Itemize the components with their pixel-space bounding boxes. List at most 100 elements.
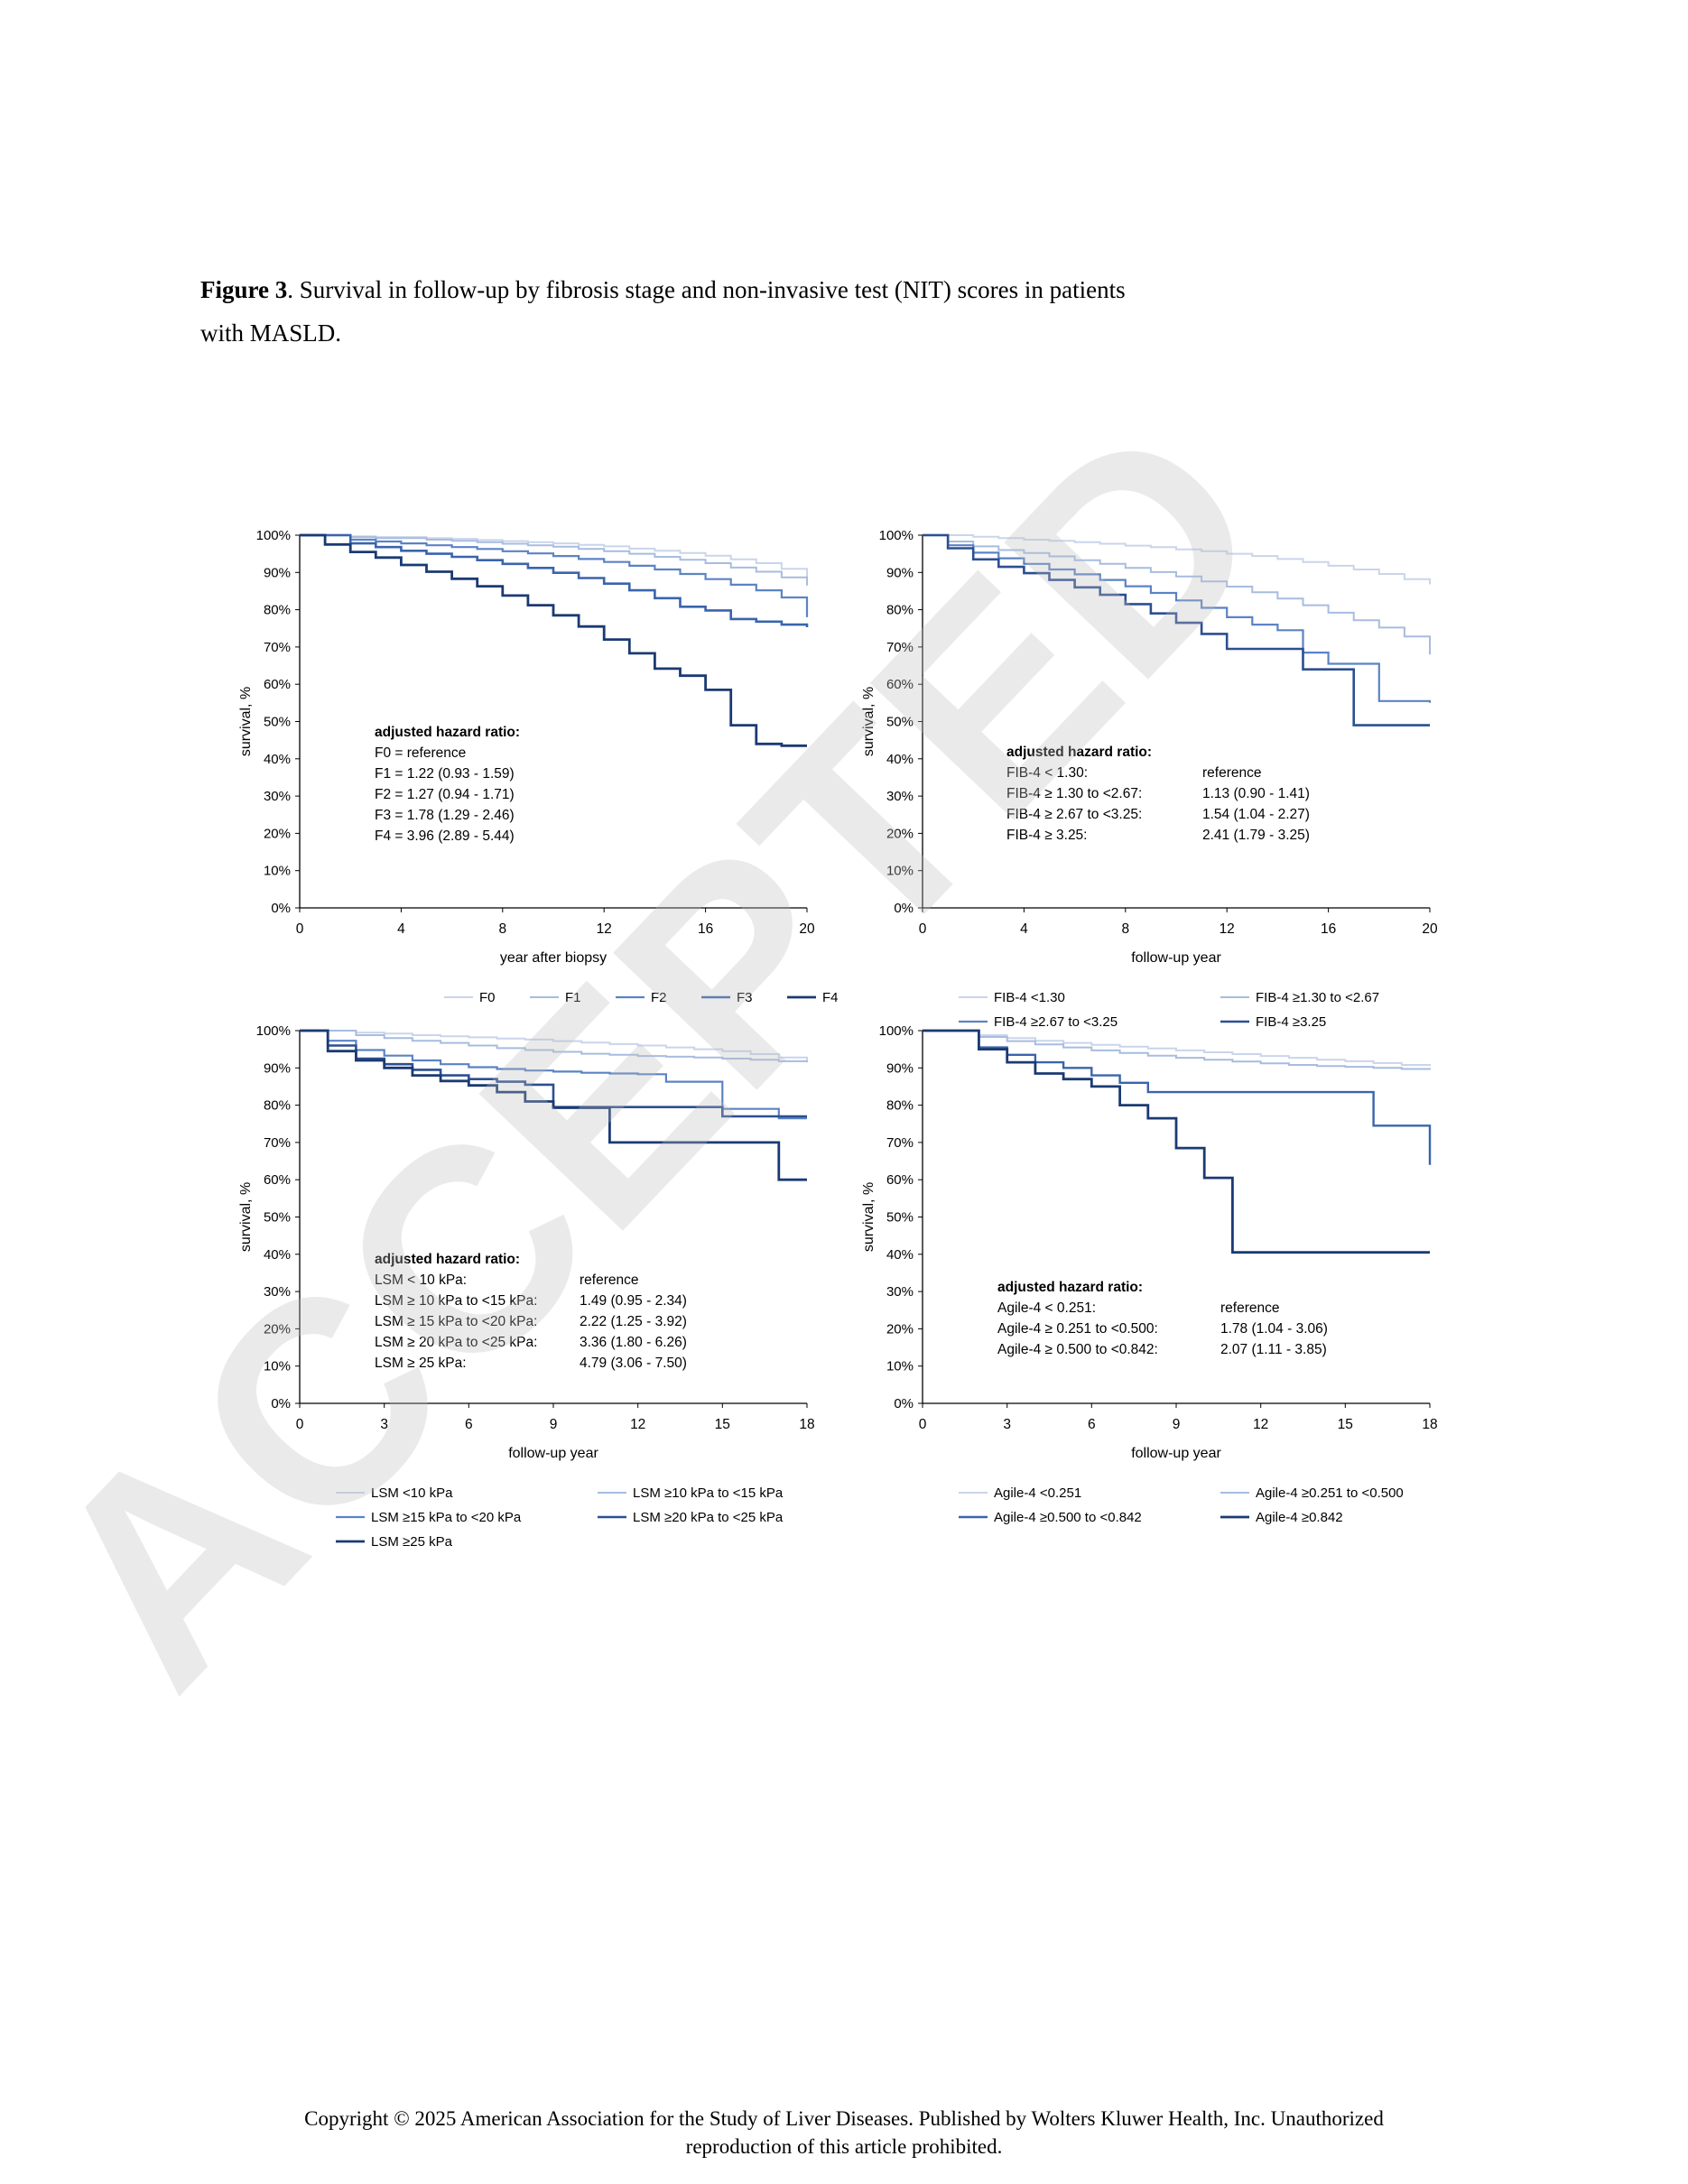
svg-text:LSM ≥10 kPa to <15 kPa: LSM ≥10 kPa to <15 kPa xyxy=(633,1485,784,1501)
svg-text:60%: 60% xyxy=(264,677,291,692)
svg-text:70%: 70% xyxy=(264,1135,291,1151)
svg-text:1.13 (0.90 - 1.41): 1.13 (0.90 - 1.41) xyxy=(1202,786,1310,801)
svg-text:60%: 60% xyxy=(886,677,914,692)
svg-text:90%: 90% xyxy=(886,1060,914,1076)
svg-text:adjusted hazard ratio:: adjusted hazard ratio: xyxy=(375,1252,520,1267)
svg-text:8: 8 xyxy=(498,921,506,937)
svg-text:adjusted hazard ratio:: adjusted hazard ratio: xyxy=(375,725,520,740)
svg-text:reference: reference xyxy=(580,1272,638,1288)
svg-text:Agile-4 ≥ 0.500 to <0.842:: Agile-4 ≥ 0.500 to <0.842: xyxy=(997,1342,1158,1357)
svg-text:50%: 50% xyxy=(886,1210,914,1226)
svg-text:0%: 0% xyxy=(271,901,291,916)
svg-text:50%: 50% xyxy=(264,1210,291,1226)
svg-text:20%: 20% xyxy=(886,1321,914,1337)
svg-text:2.22 (1.25 - 3.92): 2.22 (1.25 - 3.92) xyxy=(580,1314,687,1329)
svg-text:LSM ≥ 25 kPa:: LSM ≥ 25 kPa: xyxy=(375,1356,467,1371)
svg-text:LSM ≥ 15 kPa to <20 kPa:: LSM ≥ 15 kPa to <20 kPa: xyxy=(375,1314,537,1329)
svg-text:reference: reference xyxy=(1220,1300,1279,1316)
svg-text:1.54 (1.04 - 2.27): 1.54 (1.04 - 2.27) xyxy=(1202,807,1310,822)
svg-text:12: 12 xyxy=(1253,1417,1268,1432)
svg-text:30%: 30% xyxy=(886,1284,914,1300)
svg-text:Agile-4 <0.251: Agile-4 <0.251 xyxy=(994,1485,1081,1501)
svg-text:60%: 60% xyxy=(886,1172,914,1188)
svg-text:18: 18 xyxy=(799,1417,814,1432)
svg-text:0: 0 xyxy=(919,1417,927,1432)
svg-text:10%: 10% xyxy=(886,1359,914,1374)
svg-text:0%: 0% xyxy=(271,1396,291,1411)
svg-text:12: 12 xyxy=(597,921,612,937)
svg-text:15: 15 xyxy=(1338,1417,1353,1432)
svg-text:9: 9 xyxy=(1173,1417,1181,1432)
svg-text:70%: 70% xyxy=(264,640,291,655)
svg-text:10%: 10% xyxy=(264,1359,291,1374)
svg-text:20%: 20% xyxy=(264,826,291,841)
svg-text:8: 8 xyxy=(1121,921,1129,937)
svg-text:LSM ≥ 10 kPa to <15 kPa:: LSM ≥ 10 kPa to <15 kPa: xyxy=(375,1293,537,1309)
svg-text:0: 0 xyxy=(296,921,304,937)
svg-text:70%: 70% xyxy=(886,1135,914,1151)
svg-text:F0 = reference: F0 = reference xyxy=(375,745,466,761)
svg-text:20: 20 xyxy=(799,921,815,937)
svg-text:3: 3 xyxy=(1003,1417,1011,1432)
svg-text:4: 4 xyxy=(397,921,405,937)
svg-text:1.78 (1.04 - 3.06): 1.78 (1.04 - 3.06) xyxy=(1220,1321,1328,1337)
svg-text:F4 = 3.96 (2.89 - 5.44): F4 = 3.96 (2.89 - 5.44) xyxy=(375,828,515,844)
svg-text:40%: 40% xyxy=(264,752,291,767)
svg-text:LSM ≥25 kPa: LSM ≥25 kPa xyxy=(371,1534,453,1550)
svg-text:follow-up year: follow-up year xyxy=(508,1446,598,1461)
svg-text:FIB-4 ≥ 2.67 to <3.25:: FIB-4 ≥ 2.67 to <3.25: xyxy=(1006,807,1142,822)
svg-text:80%: 80% xyxy=(886,603,914,618)
svg-text:16: 16 xyxy=(1321,921,1336,937)
svg-text:survival, %: survival, % xyxy=(238,1182,254,1252)
svg-text:40%: 40% xyxy=(264,1247,291,1263)
svg-text:12: 12 xyxy=(1220,921,1235,937)
svg-text:40%: 40% xyxy=(886,1247,914,1263)
svg-text:0%: 0% xyxy=(894,1396,914,1411)
svg-text:30%: 30% xyxy=(264,789,291,804)
svg-text:50%: 50% xyxy=(886,715,914,730)
svg-text:LSM <10 kPa: LSM <10 kPa xyxy=(371,1485,453,1501)
svg-text:100%: 100% xyxy=(879,1023,914,1039)
svg-text:90%: 90% xyxy=(886,565,914,580)
svg-text:F1: F1 xyxy=(565,990,581,1005)
svg-text:F4: F4 xyxy=(822,990,839,1005)
svg-text:10%: 10% xyxy=(264,864,291,879)
svg-text:LSM ≥ 20 kPa to <25 kPa:: LSM ≥ 20 kPa to <25 kPa: xyxy=(375,1335,537,1350)
svg-text:F2: F2 xyxy=(651,990,667,1005)
svg-text:reference: reference xyxy=(1202,765,1261,781)
svg-text:1.49 (0.95 - 2.34): 1.49 (0.95 - 2.34) xyxy=(580,1293,687,1309)
svg-text:survival, %: survival, % xyxy=(861,687,876,756)
svg-text:Agile-4 ≥0.251 to <0.500: Agile-4 ≥0.251 to <0.500 xyxy=(1256,1485,1404,1501)
svg-text:80%: 80% xyxy=(264,1098,291,1114)
svg-text:adjusted hazard ratio:: adjusted hazard ratio: xyxy=(997,1280,1143,1295)
svg-text:30%: 30% xyxy=(264,1284,291,1300)
svg-text:90%: 90% xyxy=(264,1060,291,1076)
svg-text:50%: 50% xyxy=(264,715,291,730)
svg-text:LSM < 10 kPa:: LSM < 10 kPa: xyxy=(375,1272,467,1288)
svg-text:20%: 20% xyxy=(886,826,914,841)
svg-text:follow-up year: follow-up year xyxy=(1131,1446,1221,1461)
svg-text:FIB-4 ≥ 1.30 to <2.67:: FIB-4 ≥ 1.30 to <2.67: xyxy=(1006,786,1142,801)
svg-text:20%: 20% xyxy=(264,1321,291,1337)
svg-text:30%: 30% xyxy=(886,789,914,804)
svg-text:90%: 90% xyxy=(264,565,291,580)
svg-text:LSM ≥15 kPa to <20 kPa: LSM ≥15 kPa to <20 kPa xyxy=(371,1510,522,1525)
svg-text:adjusted hazard ratio:: adjusted hazard ratio: xyxy=(1006,745,1152,760)
svg-text:80%: 80% xyxy=(264,603,291,618)
svg-text:F1 = 1.22 (0.93 - 1.59): F1 = 1.22 (0.93 - 1.59) xyxy=(375,766,515,782)
svg-text:F0: F0 xyxy=(479,990,496,1005)
svg-text:FIB-4 < 1.30:: FIB-4 < 1.30: xyxy=(1006,765,1088,781)
svg-text:LSM ≥20 kPa to <25 kPa: LSM ≥20 kPa to <25 kPa xyxy=(633,1510,784,1525)
svg-text:F3 = 1.78 (1.29 - 2.46): F3 = 1.78 (1.29 - 2.46) xyxy=(375,808,515,823)
svg-text:100%: 100% xyxy=(256,1023,291,1039)
svg-text:Agile-4 ≥ 0.251 to <0.500:: Agile-4 ≥ 0.251 to <0.500: xyxy=(997,1321,1158,1337)
svg-text:FIB-4 ≥1.30 to <2.67: FIB-4 ≥1.30 to <2.67 xyxy=(1256,990,1379,1005)
svg-text:9: 9 xyxy=(550,1417,558,1432)
svg-text:18: 18 xyxy=(1422,1417,1437,1432)
svg-text:20: 20 xyxy=(1422,921,1438,937)
svg-text:4: 4 xyxy=(1020,921,1028,937)
svg-text:6: 6 xyxy=(465,1417,473,1432)
svg-text:40%: 40% xyxy=(886,752,914,767)
svg-text:2.07 (1.11 - 3.85): 2.07 (1.11 - 3.85) xyxy=(1220,1342,1327,1357)
svg-text:0%: 0% xyxy=(894,901,914,916)
